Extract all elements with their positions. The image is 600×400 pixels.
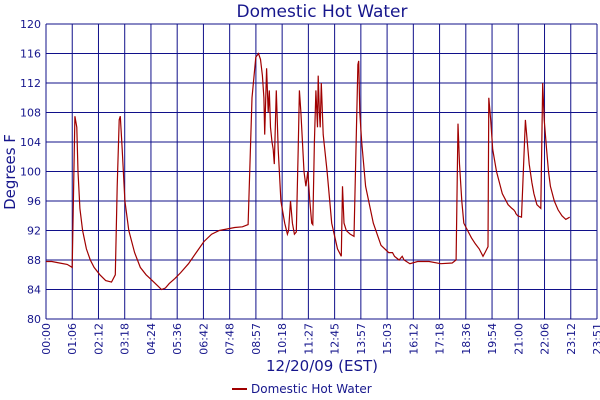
y-tick-labels: 80 84 88 92 96 100 104 108 112 116 120: [20, 18, 41, 326]
y-tick-label: 92: [27, 225, 41, 238]
x-tick-label: 16:12: [407, 323, 420, 355]
y-axis-title: Degrees F: [1, 134, 19, 210]
x-tick-label: 19:54: [486, 323, 499, 355]
x-tick-label: 01:06: [66, 323, 79, 355]
x-axis-title: 12/20/09 (EST): [266, 357, 378, 375]
x-tick-label: 05:36: [171, 323, 184, 355]
y-tick-label: 80: [27, 313, 41, 326]
y-tick-label: 88: [27, 254, 41, 267]
x-tick-label: 15:03: [381, 323, 394, 355]
x-tick-label: 04:24: [145, 323, 158, 355]
chart-title: Domestic Hot Water: [236, 2, 407, 22]
x-tick-label: 22:06: [539, 323, 552, 355]
y-tick-label: 100: [20, 166, 41, 179]
x-tick-label: 06:42: [197, 323, 210, 355]
y-tick-label: 108: [20, 107, 41, 120]
x-tick-label: 23:51: [591, 323, 600, 355]
x-tick-label: 03:18: [119, 323, 132, 355]
y-tick-label: 104: [20, 136, 41, 149]
x-tick-label: 02:12: [92, 323, 105, 355]
x-tick-label: 23:12: [565, 323, 578, 355]
x-tick-label: 08:57: [250, 323, 263, 355]
y-tick-label: 84: [27, 284, 41, 297]
legend-label: Domestic Hot Water: [251, 382, 372, 396]
x-tick-label: 10:18: [276, 323, 289, 355]
y-tick-label: 120: [20, 18, 41, 31]
y-tick-label: 116: [20, 48, 41, 61]
x-tick-label: 07:48: [224, 323, 237, 355]
x-tick-label: 13:57: [355, 323, 368, 355]
x-tick-label: 21:00: [512, 323, 525, 355]
x-tick-label: 00:00: [40, 323, 53, 355]
y-tick-label: 112: [20, 77, 41, 90]
x-tick-label: 17:18: [434, 323, 447, 355]
x-tick-label: 18:36: [460, 323, 473, 355]
x-tick-label: 11:27: [302, 323, 315, 355]
series-line-domestic-hot-water: [46, 52, 570, 291]
y-tick-label: 96: [27, 195, 41, 208]
x-tick-label: 12:45: [329, 323, 342, 355]
x-tick-labels: 00:00 01:06 02:12 03:18 04:24 05:36 06:42 07:48…: [40, 323, 600, 355]
